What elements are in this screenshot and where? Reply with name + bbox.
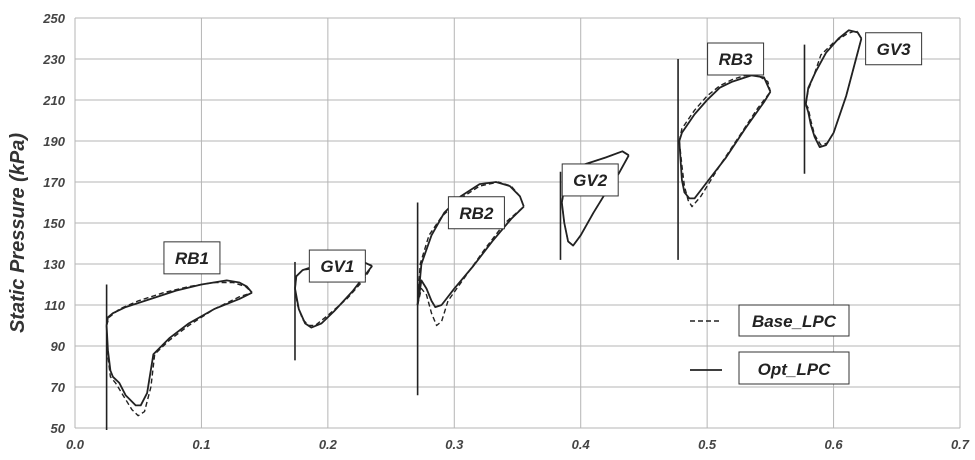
y-tick-label: 250 [42, 11, 65, 26]
y-tick-label: 110 [44, 298, 65, 313]
gv1-opt-lower-curve [294, 265, 373, 329]
rb2-label-box [447, 196, 505, 230]
rb3-label: RB3 [719, 50, 754, 69]
gv2-label-box [561, 163, 619, 197]
gv1-label: GV1 [320, 257, 354, 276]
x-tick-label: 0.3 [445, 437, 464, 452]
x-tick-label: 0.1 [192, 437, 210, 452]
y-tick-label: 50 [51, 421, 66, 436]
gv3-label: GV3 [877, 40, 912, 59]
x-tick-label: 0.4 [572, 437, 591, 452]
y-axis-label: Static Pressure (kPa) [7, 133, 29, 333]
x-tick-label: 0.2 [319, 437, 338, 452]
axis-ticks: 0.0 0.1 0.2 0.3 0.4 0.5 0.6 0.7 50 70 90 110 130 150 1… [42, 11, 970, 452]
x-tick-label: 0.5 [698, 437, 717, 452]
leading-edge-spikes [105, 44, 806, 431]
legend: Base_LPC Opt_LPC [690, 304, 850, 385]
y-tick-label: 130 [43, 257, 65, 272]
rb3-opt-upper-curve [678, 74, 772, 142]
rb1-label: RB1 [175, 249, 209, 268]
gv3-label-box [865, 32, 923, 66]
y-tick-label: 190 [43, 134, 65, 149]
legend-box-opt [738, 351, 850, 385]
gv1-label-box [308, 249, 366, 283]
rb2-opt-upper-curve [416, 181, 525, 306]
rb2-base-lower-curve [416, 206, 525, 327]
legend-box-base [738, 304, 850, 337]
rb2-label: RB2 [459, 204, 494, 223]
x-tick-label: 0.6 [825, 437, 844, 452]
rb2-base-upper-curve [416, 181, 525, 306]
y-tick-label: 170 [43, 175, 65, 190]
y-tick-label: 150 [43, 216, 65, 231]
legend-label-base: Base_LPC [752, 312, 837, 331]
rb2-opt-lower-curve [416, 205, 525, 308]
gv3-opt-upper-curve [804, 29, 863, 105]
x-tick-label: 0.7 [951, 437, 970, 452]
rb1-label-box [163, 241, 221, 275]
rb3-label-box [707, 42, 765, 76]
x-tick-label: 0.0 [66, 437, 85, 452]
y-tick-label: 230 [42, 52, 65, 67]
blade-row-labels: RB1 GV1 RB2 GV2 RB3 GV3 [163, 32, 923, 283]
gv1-base-lower-curve [294, 265, 373, 327]
rb1-base-upper-curve [105, 281, 253, 326]
rb3-base-lower-curve [678, 91, 771, 208]
legend-label-opt: Opt_LPC [758, 360, 831, 379]
y-tick-label: 70 [51, 380, 66, 395]
series-lines [105, 29, 863, 417]
gv2-label: GV2 [573, 171, 608, 190]
y-tick-label: 90 [51, 339, 66, 354]
gv3-opt-lower-curve [804, 38, 863, 148]
rb1-opt-lower-curve [105, 291, 253, 407]
rb1-base-lower-curve [105, 292, 253, 417]
rb3-base-upper-curve [678, 74, 772, 142]
y-tick-label: 210 [42, 93, 65, 108]
rb3-opt-lower-curve [678, 91, 772, 200]
rb1-opt-upper-curve [105, 279, 253, 326]
